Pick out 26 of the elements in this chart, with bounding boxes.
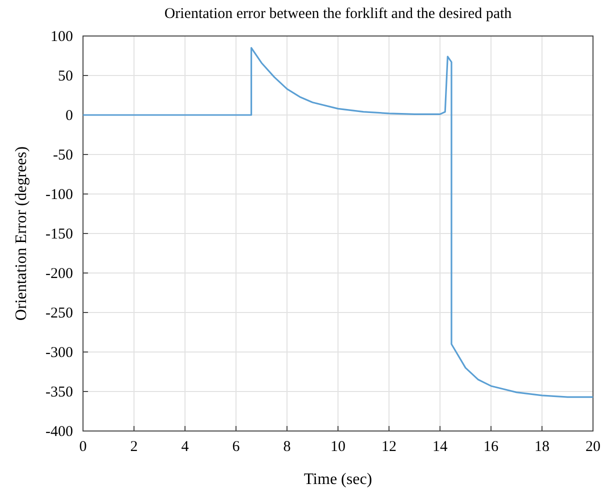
x-tick-label: 0 — [79, 439, 87, 455]
x-tick-label: 14 — [432, 439, 448, 455]
y-tick-label: -250 — [46, 306, 73, 322]
y-tick-label: -50 — [53, 148, 73, 164]
line-series — [82, 47, 594, 398]
y-tick-label: -200 — [46, 266, 73, 282]
x-tick-label: 18 — [534, 439, 550, 455]
y-tick-label: -150 — [46, 226, 73, 242]
y-tick-label: -100 — [46, 187, 73, 203]
y-tick-label: -300 — [46, 345, 73, 361]
y-tick-label: 100 — [50, 29, 73, 45]
y-tick-label: -350 — [46, 384, 73, 400]
y-tick-label: -400 — [46, 424, 73, 440]
y-tick-label: 0 — [66, 108, 73, 124]
chart-title: Orientation error between the forklift and the desired path — [164, 6, 512, 22]
x-tick-label: 2 — [130, 439, 138, 455]
x-tick-label: 6 — [232, 439, 240, 455]
x-tick-label: 16 — [484, 439, 499, 455]
y-axis-title: Orientation Error (degrees) — [13, 146, 30, 321]
x-tick-label: 12 — [382, 439, 396, 455]
x-tick-label: 20 — [586, 439, 600, 455]
x-tick-label: 10 — [330, 439, 346, 455]
x-axis-title: Time (sec) — [304, 471, 372, 488]
x-tick-label: 8 — [283, 439, 291, 455]
x-tick-label: 4 — [181, 439, 190, 455]
y-tick-label: 50 — [58, 68, 73, 84]
